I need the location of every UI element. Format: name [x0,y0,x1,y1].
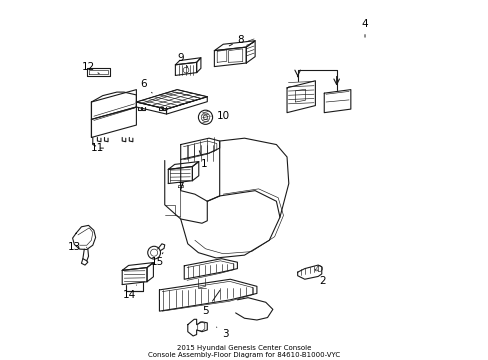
Text: 10: 10 [210,111,229,121]
Text: 8: 8 [229,35,244,46]
Text: 14: 14 [122,285,136,300]
Text: 15: 15 [151,253,164,266]
Text: 12: 12 [82,62,99,74]
Text: 6: 6 [140,79,152,93]
Text: 1: 1 [199,151,206,169]
Text: 9: 9 [177,53,187,67]
Text: 3: 3 [216,327,228,339]
Text: 11: 11 [91,143,104,153]
Text: 7: 7 [177,176,183,192]
Text: 2: 2 [314,269,325,286]
Text: 2015 Hyundai Genesis Center Console
Console Assembly-Floor Diagram for 84610-B10: 2015 Hyundai Genesis Center Console Cons… [148,345,340,358]
Text: 13: 13 [68,242,86,252]
Text: 4: 4 [361,19,367,37]
Text: 5: 5 [202,291,220,316]
